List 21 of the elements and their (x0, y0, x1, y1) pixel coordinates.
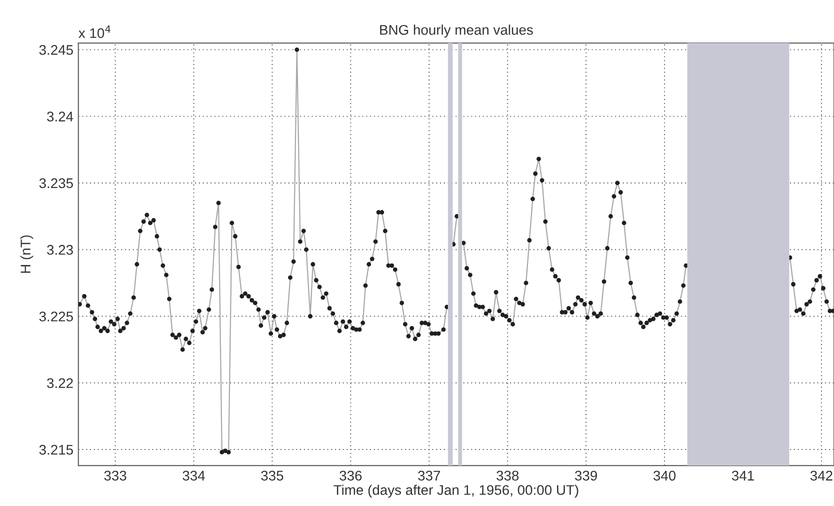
y-tick-label: 3.225 (39, 312, 73, 322)
y-tick-label: 3.22 (47, 378, 73, 388)
y-tick-label: 3.215 (39, 444, 73, 455)
x-tick-label: 341 (732, 470, 754, 481)
x-tick-label: 336 (340, 470, 362, 481)
y-tick-label: 3.235 (39, 178, 73, 188)
x-tick-label: 333 (104, 470, 126, 481)
x-tick-label: 338 (496, 470, 519, 481)
x-tick-label: 335 (261, 470, 284, 481)
x-tick-label: 334 (182, 470, 205, 481)
y-axis-title: H (nT) (20, 235, 34, 273)
x-tick-label: 339 (575, 470, 597, 481)
x-tick-label: 340 (653, 470, 676, 481)
chart-title: BNG hourly mean values (380, 24, 533, 38)
y-tick-label: 3.245 (39, 45, 73, 55)
y-tick-label: 3.24 (47, 112, 74, 122)
x-tick-label: 337 (418, 470, 440, 481)
x-tick-label: 342 (810, 470, 832, 481)
text: x 10$^{4}$ (78, 26, 110, 38)
x-axis-title: Time (days after Jan 1, 1956, 00:00 UT) (334, 484, 578, 498)
y-tick-label: 3.23 (47, 244, 73, 255)
